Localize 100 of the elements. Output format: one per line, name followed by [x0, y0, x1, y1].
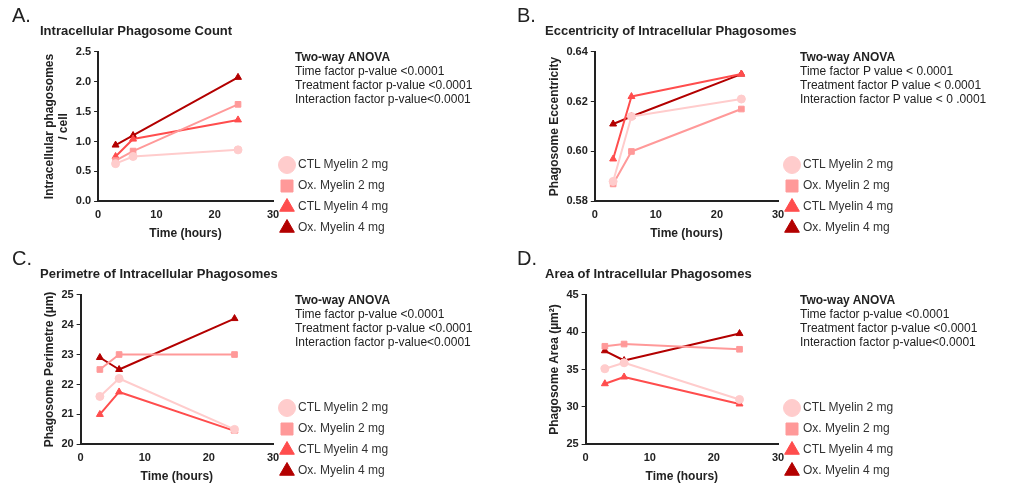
y-tick-label: 23: [61, 347, 74, 360]
point: [115, 351, 123, 358]
y-axis-title: Phagosome Perimetre (µm): [41, 291, 56, 448]
chart-title: Perimetre of Intracellular Phagosomes: [40, 266, 278, 282]
y-axis-title: Phagosome Area (µm²): [546, 304, 561, 435]
x-tick-label: 30: [266, 208, 280, 221]
text: Time factor p-value <0.0001: [295, 63, 445, 78]
x-tick-label: 20: [707, 451, 720, 464]
legend-label: Ox. Myelin 2 mg: [803, 178, 890, 193]
point: [627, 92, 636, 100]
y-axis-title: Phagosome Eccentricity: [546, 56, 561, 197]
legend-label: Ox. Myelin 4 mg: [298, 463, 385, 478]
x-tick-label: 10: [150, 208, 163, 221]
x-tick-label: 0: [77, 451, 84, 464]
x-tick-label: 20: [710, 208, 724, 221]
point: [735, 329, 744, 337]
text: Treatment factor p-value <0.0001: [295, 320, 473, 335]
y-tick-label: 20: [61, 437, 74, 450]
y-tick-label: 25: [61, 287, 74, 300]
x-tick-label: 10: [643, 451, 656, 464]
y-tick-label: 2.0: [75, 74, 92, 87]
point: [115, 387, 124, 395]
legend-label: Ox. Myelin 4 mg: [298, 220, 385, 235]
x-tick-label: 0: [582, 451, 589, 464]
y-tick-label: 1.0: [75, 134, 92, 147]
legend-label: CTL Myelin 2 mg: [298, 157, 389, 172]
chart-title: Eccentricity of Intracellular Phagosomes: [545, 23, 797, 39]
y-tick-label: 22: [61, 377, 74, 390]
point: [96, 366, 104, 373]
text: Interaction factor P value < 0 .0001: [800, 91, 987, 106]
y-tick-label: 0.64: [566, 44, 589, 57]
text: D.: [517, 246, 537, 269]
text: Treatment factor p-value <0.0001: [295, 77, 473, 92]
text: Treatment factor p-value <0.0001: [800, 320, 978, 335]
legend-label: Ox. Myelin 4 mg: [803, 463, 890, 478]
y-tick-label: 0.5: [75, 164, 92, 177]
text: C.: [12, 246, 32, 269]
text: Time factor p-value <0.0001: [295, 306, 445, 321]
legend-label: CTL Myelin 2 mg: [298, 400, 389, 415]
point: [95, 409, 104, 417]
y-tick-label: 2.5: [75, 44, 92, 57]
x-tick-label: 20: [202, 451, 215, 464]
y-tick-label: 40: [566, 325, 579, 338]
point: [129, 134, 138, 142]
chart-title: Intracellular Phagosome Count: [40, 23, 233, 39]
point: [736, 345, 743, 353]
point: [601, 342, 609, 350]
x-axis-title: Time (hours): [140, 469, 214, 484]
y-tick-label: 35: [566, 362, 579, 375]
legend-label: CTL Myelin 4 mg: [803, 199, 894, 214]
chart-title: Area of Intracellular Phagosomes: [545, 266, 752, 282]
legend-label: CTL Myelin 2 mg: [803, 157, 894, 172]
text: A.: [12, 3, 31, 26]
point: [234, 101, 242, 108]
y-tick-label: 24: [61, 317, 75, 330]
point: [608, 176, 618, 186]
legend-label: CTL Myelin 4 mg: [803, 442, 894, 457]
text: Interaction factor p-value<0.0001: [295, 334, 472, 349]
point: [735, 394, 745, 404]
point: [628, 148, 635, 155]
point: [115, 365, 124, 372]
text: Two-way ANOVA: [295, 49, 391, 64]
text: Time factor P value < 0.0001: [800, 63, 954, 78]
legend-label: CTL Myelin 2 mg: [803, 400, 894, 415]
point: [738, 105, 745, 113]
point: [128, 151, 138, 161]
text: Two-way ANOVA: [800, 292, 896, 307]
point: [233, 145, 243, 155]
x-tick-label: 30: [771, 208, 785, 221]
legend-label: Ox. Myelin 2 mg: [803, 421, 890, 436]
y-tick-label: 30: [566, 399, 579, 412]
x-tick-label: 30: [771, 451, 785, 464]
point: [234, 115, 242, 123]
point: [114, 373, 124, 383]
text: Two-way ANOVA: [800, 49, 896, 64]
y-tick-label: 0.58: [566, 194, 588, 207]
legend-label: CTL Myelin 4 mg: [298, 199, 389, 214]
point: [609, 154, 618, 162]
point: [736, 94, 746, 104]
y-tick-label: 0.0: [75, 194, 92, 207]
x-axis-title: Time (hours): [650, 226, 723, 241]
text: Two-way ANOVA: [295, 292, 391, 307]
text: Interaction factor p-value<0.0001: [800, 334, 977, 349]
point: [234, 72, 242, 80]
y-tick-label: 1.5: [75, 104, 92, 117]
text: Time factor p-value <0.0001: [800, 306, 950, 321]
y-tick-label: 21: [61, 407, 74, 420]
point: [95, 353, 104, 361]
point: [95, 391, 105, 401]
text: Treatment factor P value < 0.0001: [800, 77, 982, 92]
point: [111, 140, 120, 148]
point: [230, 314, 239, 322]
x-tick-label: 20: [208, 208, 221, 221]
x-tick-label: 0: [591, 208, 598, 221]
point: [231, 351, 238, 358]
point: [600, 379, 609, 387]
legend-label: Ox. Myelin 4 mg: [803, 220, 890, 235]
x-tick-label: 30: [266, 451, 280, 464]
x-axis-title: Time (hours): [645, 469, 719, 484]
point: [111, 159, 121, 169]
